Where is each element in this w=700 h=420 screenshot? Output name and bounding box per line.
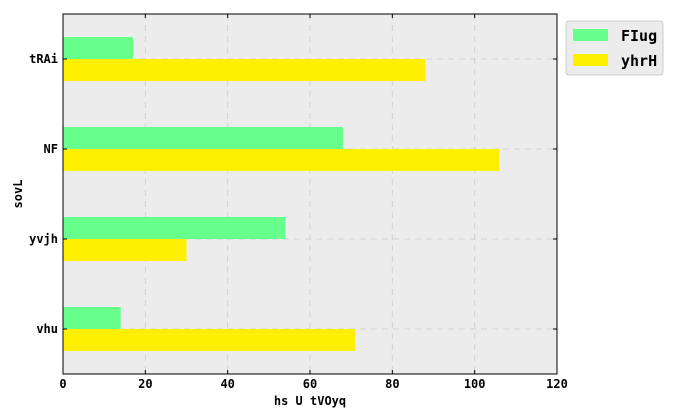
bar-FIug-tRAi [63,37,133,59]
bar-yhrH-vhu [63,329,356,351]
x-tick-label: 80 [385,377,399,391]
bar-yhrH-yvjh [63,239,187,261]
y-tick-label: tRAi [29,52,58,66]
bar-FIug-yvjh [63,217,286,239]
x-tick-label: 0 [59,377,66,391]
y-axis-title: sovL [11,180,25,209]
bar-yhrH-tRAi [63,59,426,81]
x-axis-title: hs U tVOyq [274,394,346,408]
legend-label-series-1: yhrH [621,52,657,70]
bar-FIug-vhu [63,307,121,329]
axis-ticks: 0 20 40 60 80 100 120 tRAi NF yvjh vhu [29,14,568,391]
x-tick-label: 40 [220,377,234,391]
legend-swatch-series-0 [573,29,608,41]
bar-yhrH-NF [63,149,500,171]
x-tick-label: 100 [464,377,486,391]
y-tick-label: yvjh [29,232,58,246]
x-tick-label: 60 [303,377,317,391]
bars [63,37,500,351]
legend-swatch-series-1 [573,54,608,66]
x-tick-label: 120 [546,377,568,391]
legend-label-series-0: FIug [621,27,657,45]
x-tick-label: 20 [138,377,152,391]
y-tick-label: vhu [36,322,58,336]
y-tick-label: NF [44,142,58,156]
legend: FIug yhrH [565,20,664,76]
bar-FIug-NF [63,127,343,149]
